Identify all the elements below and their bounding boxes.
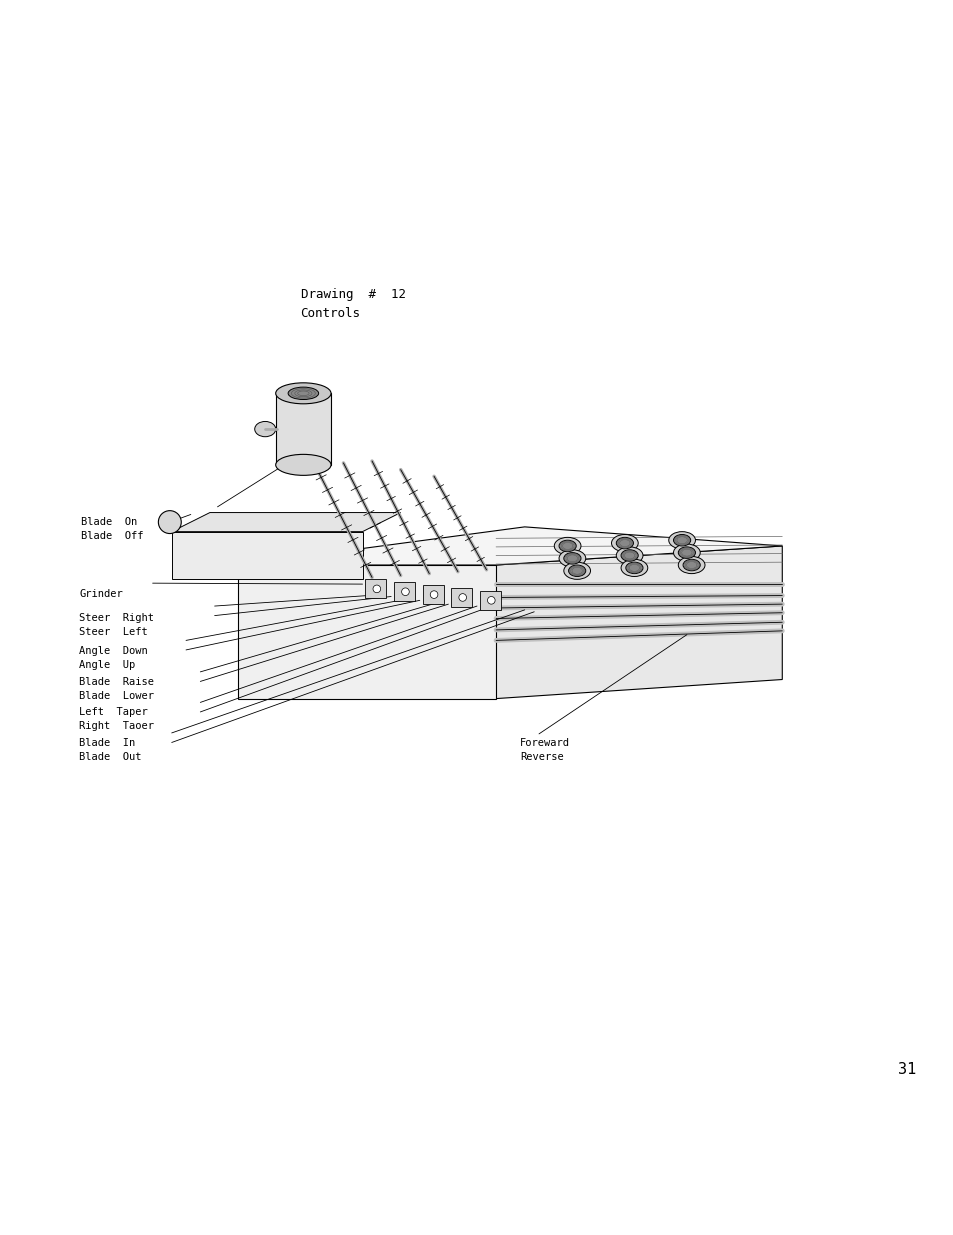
Ellipse shape <box>678 557 704 573</box>
Circle shape <box>430 590 437 599</box>
Circle shape <box>158 510 181 534</box>
Polygon shape <box>451 588 472 608</box>
Ellipse shape <box>620 559 647 577</box>
Ellipse shape <box>682 559 700 571</box>
Text: 31: 31 <box>897 1062 915 1077</box>
Polygon shape <box>496 546 781 699</box>
Polygon shape <box>394 582 415 601</box>
Polygon shape <box>172 531 362 579</box>
Ellipse shape <box>558 540 576 552</box>
Text: Blade  In
Blade  Out: Blade In Blade Out <box>79 737 142 762</box>
Ellipse shape <box>673 535 690 546</box>
Ellipse shape <box>616 547 642 564</box>
Ellipse shape <box>558 550 585 567</box>
Polygon shape <box>238 527 781 566</box>
Text: Blade  Raise
Blade  Lower: Blade Raise Blade Lower <box>79 677 154 700</box>
Ellipse shape <box>563 552 580 564</box>
Circle shape <box>458 594 466 601</box>
Polygon shape <box>365 579 386 599</box>
Ellipse shape <box>288 387 318 399</box>
Ellipse shape <box>620 550 638 561</box>
Ellipse shape <box>563 562 590 579</box>
Text: Left  Taper
Right  Taoer: Left Taper Right Taoer <box>79 708 154 731</box>
Polygon shape <box>479 590 500 610</box>
Ellipse shape <box>616 537 633 548</box>
Ellipse shape <box>668 531 695 548</box>
Ellipse shape <box>275 454 331 475</box>
Circle shape <box>401 588 409 595</box>
Circle shape <box>373 585 380 593</box>
Circle shape <box>487 597 495 604</box>
Polygon shape <box>172 513 400 531</box>
Text: Blade  On
Blade  Off: Blade On Blade Off <box>81 517 144 541</box>
Polygon shape <box>422 585 443 604</box>
Ellipse shape <box>254 421 275 437</box>
Ellipse shape <box>611 535 638 552</box>
Text: Grinder: Grinder <box>79 589 123 599</box>
Polygon shape <box>275 393 331 464</box>
Ellipse shape <box>673 545 700 561</box>
Ellipse shape <box>275 383 331 404</box>
Ellipse shape <box>625 562 642 573</box>
Text: Angle  Down
Angle  Up: Angle Down Angle Up <box>79 646 148 671</box>
Text: Foreward
Reverse: Foreward Reverse <box>519 737 569 762</box>
Text: Steer  Right
Steer  Left: Steer Right Steer Left <box>79 613 154 637</box>
Polygon shape <box>238 566 496 699</box>
Ellipse shape <box>678 547 695 558</box>
Text: Drawing  #  12
Controls: Drawing # 12 Controls <box>300 288 405 320</box>
Ellipse shape <box>568 566 585 577</box>
Ellipse shape <box>554 537 580 555</box>
